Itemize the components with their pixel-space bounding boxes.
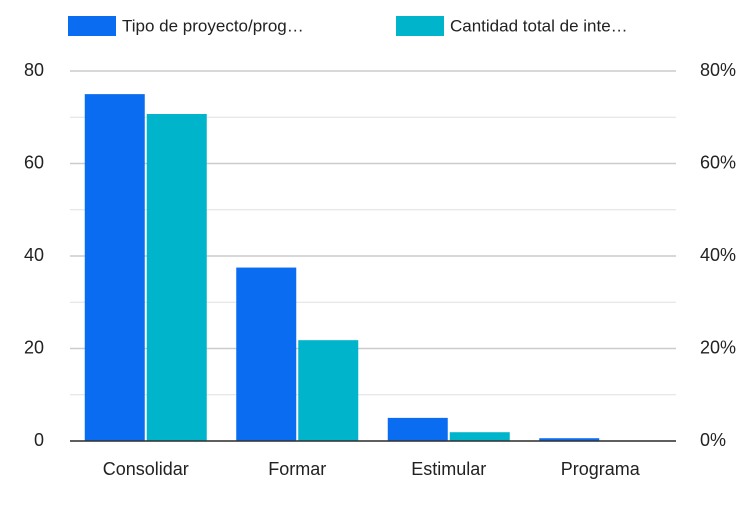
legend-swatch: [68, 16, 116, 36]
y2-tick-label: 0%: [700, 430, 726, 450]
bar: [146, 114, 207, 441]
bar: [449, 432, 510, 441]
x-tick-label: Estimular: [411, 459, 486, 479]
y2-tick-label: 60%: [700, 152, 736, 172]
y2-tick-label: 20%: [700, 337, 736, 357]
y-tick-label: 60: [24, 152, 44, 172]
bar: [298, 340, 359, 441]
y-tick-label: 40: [24, 245, 44, 265]
y-tick-label: 80: [24, 60, 44, 80]
legend-label: Cantidad total de inte…: [450, 16, 628, 35]
x-tick-label: Programa: [561, 459, 641, 479]
bar: [236, 267, 297, 441]
y-tick-label: 0: [34, 430, 44, 450]
y2-tick-label: 40%: [700, 245, 736, 265]
x-tick-label: Formar: [268, 459, 326, 479]
x-tick-label: Consolidar: [103, 459, 189, 479]
bar: [387, 417, 448, 441]
y-tick-label: 20: [24, 337, 44, 357]
y2-tick-label: 80%: [700, 60, 736, 80]
legend-label: Tipo de proyecto/prog…: [122, 16, 304, 35]
bar: [539, 438, 600, 441]
legend-swatch: [396, 16, 444, 36]
bar: [84, 94, 145, 441]
